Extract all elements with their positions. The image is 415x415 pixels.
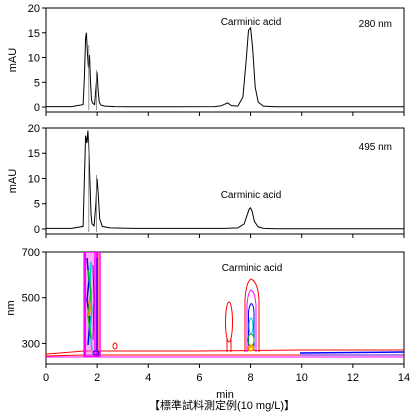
panel-495nm-annotation: Carminic acid [221, 190, 282, 201]
panel-495nm-frame [45, 127, 405, 235]
panel-280nm-wavelength: 280 nm [359, 19, 392, 30]
panel-495nm-trace [46, 130, 404, 230]
panel-contour-ylabel: nm [5, 300, 17, 315]
panel-495nm-wavelength: 495 nm [359, 142, 392, 153]
panel-495nm: mAU 495 nm Carminic acid 0 5 10 15 20 [7, 123, 405, 236]
contour-8min-core [249, 347, 253, 351]
contour-8min-red [244, 278, 260, 352]
panel-contour-ytick-label: 500 [22, 293, 40, 305]
panel-contour-xtick-label: 6 [196, 372, 202, 384]
panel-contour-annotation: Carminic acid [222, 263, 283, 274]
panel-495nm-ytick-label: 10 [28, 173, 40, 185]
panel-495nm-ylabel: mAU [7, 169, 19, 194]
panel-280nm-ytick-label: 10 [28, 53, 40, 65]
panel-contour-frame [45, 251, 405, 365]
panel-contour-xlabel: min [216, 389, 234, 401]
contour-map [46, 252, 404, 358]
panel-280nm-ytick-label: 20 [28, 3, 40, 15]
contour-early-purple [92, 264, 95, 341]
panel-495nm-ytick-label: 5 [34, 199, 40, 211]
panel-contour-yticks: 300 500 700 [22, 247, 46, 350]
contour-small-red [112, 342, 118, 350]
contour-second-base [92, 350, 100, 356]
panel-contour-xtick-label: 4 [145, 372, 151, 384]
panel-495nm-yticks: 0 5 10 15 20 [28, 123, 46, 236]
panel-contour-xtick-label: 8 [248, 372, 254, 384]
figure-caption: 【標準試料測定例(10 mg/L)】 [149, 398, 295, 412]
panel-280nm: mAU 280 nm Carminic acid 0 5 10 15 20 [7, 3, 405, 114]
panel-280nm-yticks: 0 5 10 15 20 [28, 3, 46, 114]
panel-280nm-ytick-label: 15 [28, 28, 40, 40]
contour-second-magenta [94, 252, 101, 357]
panel-280nm-trace [46, 26, 404, 108]
panel-495nm-ytick-label: 0 [34, 224, 40, 236]
panel-280nm-ytick-label: 5 [34, 77, 40, 89]
panel-contour-xtick-label: 10 [296, 372, 308, 384]
panel-495nm-ytick-label: 15 [28, 148, 40, 160]
contour-7min-stem [226, 338, 232, 352]
panel-contour: nm Carminic acid 300 500 700 0 2 4 6 8 10 12 14 m… [5, 112, 410, 401]
panel-contour-xticks: 0 2 4 6 8 10 12 14 [43, 112, 410, 384]
panel-contour-xtick-label: 12 [347, 372, 359, 384]
panel-280nm-frame [45, 7, 405, 113]
panel-contour-xtick-label: 14 [398, 372, 410, 384]
contour-8min-magenta [246, 289, 257, 352]
contour-7min-red [225, 301, 233, 343]
contour-early-orange [88, 299, 92, 317]
panel-contour-xtick-label: 2 [94, 372, 100, 384]
contour-8min-blue [248, 303, 255, 350]
panel-contour-ytick-label: 700 [22, 247, 40, 259]
panel-495nm-ytick-label: 20 [28, 123, 40, 135]
contour-baseline-red [46, 349, 404, 355]
panel-280nm-annotation: Carminic acid [221, 17, 282, 28]
panel-contour-ytick-label: 300 [22, 338, 40, 350]
panel-280nm-ylabel: mAU [7, 48, 19, 73]
panel-contour-xtick-label: 0 [43, 372, 49, 384]
contour-late-blue [299, 351, 404, 354]
panel-280nm-ytick-label: 0 [34, 102, 40, 114]
